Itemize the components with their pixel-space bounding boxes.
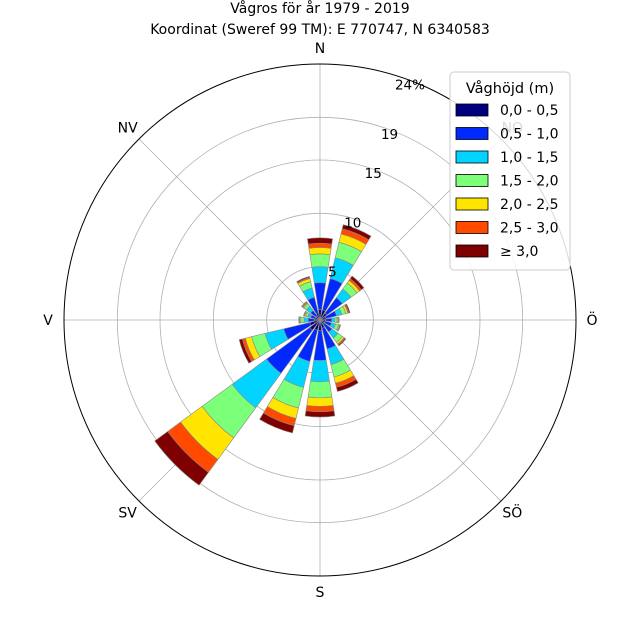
legend-label-6: ≥ 3,0 [500,244,538,260]
legend-box [449,71,571,271]
rose-bar-12-6 [298,316,300,324]
rose-bar-0-6 [307,237,333,245]
rose-bar-8-4 [306,396,334,407]
legend-swatch-6 [455,244,489,258]
outer-ring [63,63,577,577]
legend: Våghöjd (m) 0,0 - 0,5 0,5 - 1,0 1,0 - 1,5 1… [449,71,571,271]
radial-tick-label-2: 15 [365,166,382,182]
grid-spoke-3 [319,319,502,502]
direction-label-3: SÖ [502,503,522,521]
rose-bar-0-5 [307,242,333,249]
radial-tick-label-3: 19 [381,127,398,143]
legend-label-5: 2,5 - 3,0 [500,221,558,237]
chart-subtitle: Koordinat (Sweref 99 TM): E 770747, N 63… [150,22,490,38]
rose-bar-8-6 [304,410,336,418]
legend-swatch-3 [455,174,489,187]
rose-bar-3-6 [345,303,351,314]
rose-bar-12-3 [300,316,305,324]
legend-title: Våghöjd (m) [466,80,554,97]
polar-frame [63,63,577,577]
direction-label-7: NV [118,121,138,137]
rose-bar-11-6 [238,338,253,364]
legend-label-3: 1,5 - 2,0 [500,174,558,190]
rose-bar-8-5 [305,405,335,413]
rose-bar-15-6 [296,276,311,284]
legend-swatch-5 [455,221,489,234]
legend-swatch-1 [455,127,489,140]
rose-bar-8-3 [307,380,333,399]
legend-swatch-4 [455,197,489,211]
radial-tick-label-4: 24% [395,77,425,93]
radial-tick-label-1: 10 [344,215,361,231]
legend-label-0: 0,0 - 0,5 [500,103,558,119]
rose-bar-7-6 [336,378,359,392]
rose-bar-14-6 [301,301,308,308]
rose-bar-4-2 [331,317,336,323]
direction-label-5: SV [118,505,137,521]
rose-bar-0-3 [309,253,331,268]
rose-bar-0-4 [308,247,332,255]
chart-title: Vågros för år 1979 - 2019 [230,0,409,17]
direction-label-6: V [43,313,53,329]
legend-items: 0,0 - 0,5 0,5 - 1,0 1,0 - 1,5 1,5 - 2,0 2,0 … [455,103,558,260]
grid-spoke-7 [138,138,321,321]
legend-label-4: 2,0 - 2,5 [500,197,558,213]
legend-label-2: 1,0 - 1,5 [500,150,558,166]
rose-bar-8-2 [310,359,330,383]
radial-tick-label-0: 5 [328,265,337,281]
rose-bar-2-6 [349,275,365,291]
rose-bar-9-6 [259,412,295,434]
legend-swatch-2 [455,150,489,164]
rose-bar-4-6 [338,316,340,324]
rose-bar-12-2 [303,317,309,323]
legend-label-1: 0,5 - 1,0 [500,127,558,143]
direction-label-2: Ö [586,311,597,329]
rose-bar-1-6 [341,224,372,241]
rose-bar-5-6 [337,324,342,332]
direction-label-4: S [316,585,325,601]
radial-tick-labels: 5 10 15 19 24% [328,77,425,280]
direction-label-0: N [315,41,325,57]
rose-bars [154,224,372,486]
rose-bar-0-2 [311,266,329,284]
rose-bar-13-6 [303,310,307,317]
rose-bar-6-6 [337,337,347,347]
rose-bar-10-6 [154,431,209,486]
legend-swatch-0 [455,103,489,117]
